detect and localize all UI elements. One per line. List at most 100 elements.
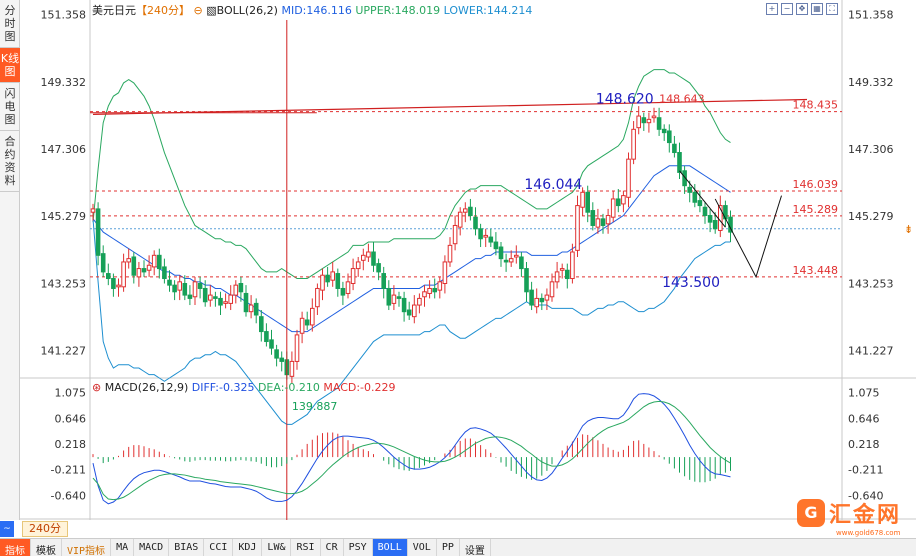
indicator-tab-bar: 指标 模板 VIP指标 MA MACD BIAS CCI KDJ LW& RSI CR PSY BOLL… bbox=[0, 538, 916, 556]
candle-body bbox=[264, 331, 269, 343]
candle-body bbox=[600, 218, 606, 226]
price-tick-right: 141.227 bbox=[848, 345, 894, 358]
candle-body bbox=[427, 287, 432, 294]
indicator-tab-macd[interactable]: MACD bbox=[134, 539, 170, 556]
candle-body bbox=[253, 302, 259, 316]
price-tick-left: 149.332 bbox=[41, 76, 87, 89]
tab-contract-info[interactable]: 合约资料 bbox=[0, 131, 20, 192]
candle-body bbox=[580, 191, 585, 208]
price-tick-right: 151.358 bbox=[848, 9, 894, 22]
candle-body bbox=[508, 258, 514, 263]
tab-flash[interactable]: 闪电图 bbox=[0, 83, 20, 131]
candle-body bbox=[457, 211, 463, 228]
candle-body bbox=[355, 261, 361, 270]
candle-body bbox=[447, 244, 453, 263]
candle-body bbox=[371, 251, 376, 266]
candle-body bbox=[218, 297, 223, 306]
tab-kline[interactable]: K线图 bbox=[0, 48, 20, 83]
candle-body bbox=[468, 206, 473, 217]
candle-body bbox=[167, 279, 172, 286]
indicator-tab-[interactable]: 模板 bbox=[31, 539, 62, 556]
candle-body bbox=[162, 266, 167, 280]
indicator-tab-lw[interactable]: LW& bbox=[262, 539, 292, 556]
indicator-tab-cci[interactable]: CCI bbox=[204, 539, 234, 556]
candle-body bbox=[121, 261, 126, 288]
candle-body bbox=[345, 281, 351, 294]
chart-area[interactable]: 美元日元【240分】 ⊖ ▧BOLL(26,2) MID:146.116 UPP… bbox=[20, 0, 916, 520]
indicator-tab-boll[interactable]: BOLL bbox=[372, 539, 408, 556]
candle-body bbox=[575, 205, 580, 251]
candle-body bbox=[330, 271, 335, 281]
indicator-tab-cr[interactable]: CR bbox=[321, 539, 344, 556]
trend-line bbox=[92, 98, 808, 115]
candle-body bbox=[707, 215, 713, 223]
candle-body bbox=[697, 200, 703, 207]
candle-body bbox=[172, 284, 177, 293]
candle-body bbox=[651, 115, 657, 119]
candle-body bbox=[325, 274, 330, 283]
indicator-tab-psy[interactable]: PSY bbox=[344, 539, 373, 556]
zoom-out-icon[interactable]: − bbox=[781, 3, 793, 15]
candle-body bbox=[381, 273, 386, 289]
indicator-tab-kdj[interactable]: KDJ bbox=[233, 539, 263, 556]
macd-tick-right: 1.075 bbox=[848, 387, 880, 400]
candle-body bbox=[646, 118, 652, 124]
candle-body bbox=[350, 268, 356, 285]
candle-body bbox=[498, 246, 504, 260]
candle-body bbox=[621, 195, 626, 205]
candle-body bbox=[590, 210, 596, 226]
candle-body bbox=[187, 294, 193, 299]
watermark-text: 汇金网 bbox=[829, 503, 902, 528]
gold678-watermark: G 汇金网 bbox=[797, 497, 901, 529]
watermark-logo-icon: G bbox=[797, 499, 825, 527]
price-tick-left: 143.253 bbox=[41, 277, 87, 290]
fullscreen-icon[interactable]: ⛶ bbox=[826, 3, 838, 15]
candle-body bbox=[396, 296, 402, 299]
candle-body bbox=[636, 115, 642, 129]
current-price-marker-icon: ⇟ bbox=[904, 223, 913, 236]
candle-body bbox=[565, 269, 570, 280]
candle-body bbox=[111, 278, 116, 289]
price-tick-right: 149.332 bbox=[848, 76, 894, 89]
candle-body bbox=[90, 208, 96, 213]
level-label: 143.448 bbox=[793, 264, 839, 277]
grid-icon[interactable]: ▦ bbox=[811, 3, 823, 15]
tab-timeshare[interactable]: 分时图 bbox=[0, 0, 20, 48]
candle-body bbox=[141, 268, 147, 273]
indicator-tab-rsi[interactable]: RSI bbox=[291, 539, 321, 556]
candle-body bbox=[157, 254, 162, 270]
scroll-left-tag[interactable]: ~ 2 bbox=[0, 521, 14, 550]
indicator-tab-ma[interactable]: MA bbox=[111, 539, 135, 556]
move-icon[interactable]: ✥ bbox=[796, 3, 808, 15]
boll-mid-line bbox=[92, 165, 731, 333]
projection-path bbox=[714, 195, 782, 279]
zoom-in-icon[interactable]: + bbox=[766, 3, 778, 15]
candle-body bbox=[524, 268, 529, 293]
indicator-tab-bias[interactable]: BIAS bbox=[169, 539, 205, 556]
indicator-tab-[interactable]: 指标 bbox=[0, 539, 31, 556]
price-tick-left: 147.306 bbox=[41, 143, 87, 156]
candle-body bbox=[294, 334, 300, 362]
candle-body bbox=[667, 130, 672, 144]
indicator-tab-vol[interactable]: VOL bbox=[408, 539, 437, 556]
candle-body bbox=[692, 191, 698, 203]
candle-body bbox=[126, 258, 132, 263]
watermark-url: www.gold678.com bbox=[836, 529, 901, 537]
candle-body bbox=[442, 261, 448, 284]
candle-body bbox=[269, 339, 274, 349]
indicator-tab-vip[interactable]: VIP指标 bbox=[62, 539, 112, 556]
candle-body bbox=[131, 256, 137, 276]
candle-body bbox=[677, 152, 682, 173]
candle-body bbox=[259, 316, 264, 333]
candle-body bbox=[238, 283, 244, 293]
candle-body bbox=[452, 224, 458, 245]
candle-body bbox=[95, 208, 101, 256]
macd-tick-right: -0.211 bbox=[848, 464, 883, 477]
candle-body bbox=[539, 297, 545, 303]
indicator-tab-[interactable]: 设置 bbox=[460, 539, 491, 556]
level-label: 146.039 bbox=[793, 178, 839, 191]
indicator-tab-pp[interactable]: PP bbox=[437, 539, 460, 556]
period-selector[interactable]: 240分 bbox=[22, 521, 68, 537]
price-annotation: 146.044 bbox=[524, 177, 582, 193]
macd-tick-left: -0.211 bbox=[51, 464, 86, 477]
